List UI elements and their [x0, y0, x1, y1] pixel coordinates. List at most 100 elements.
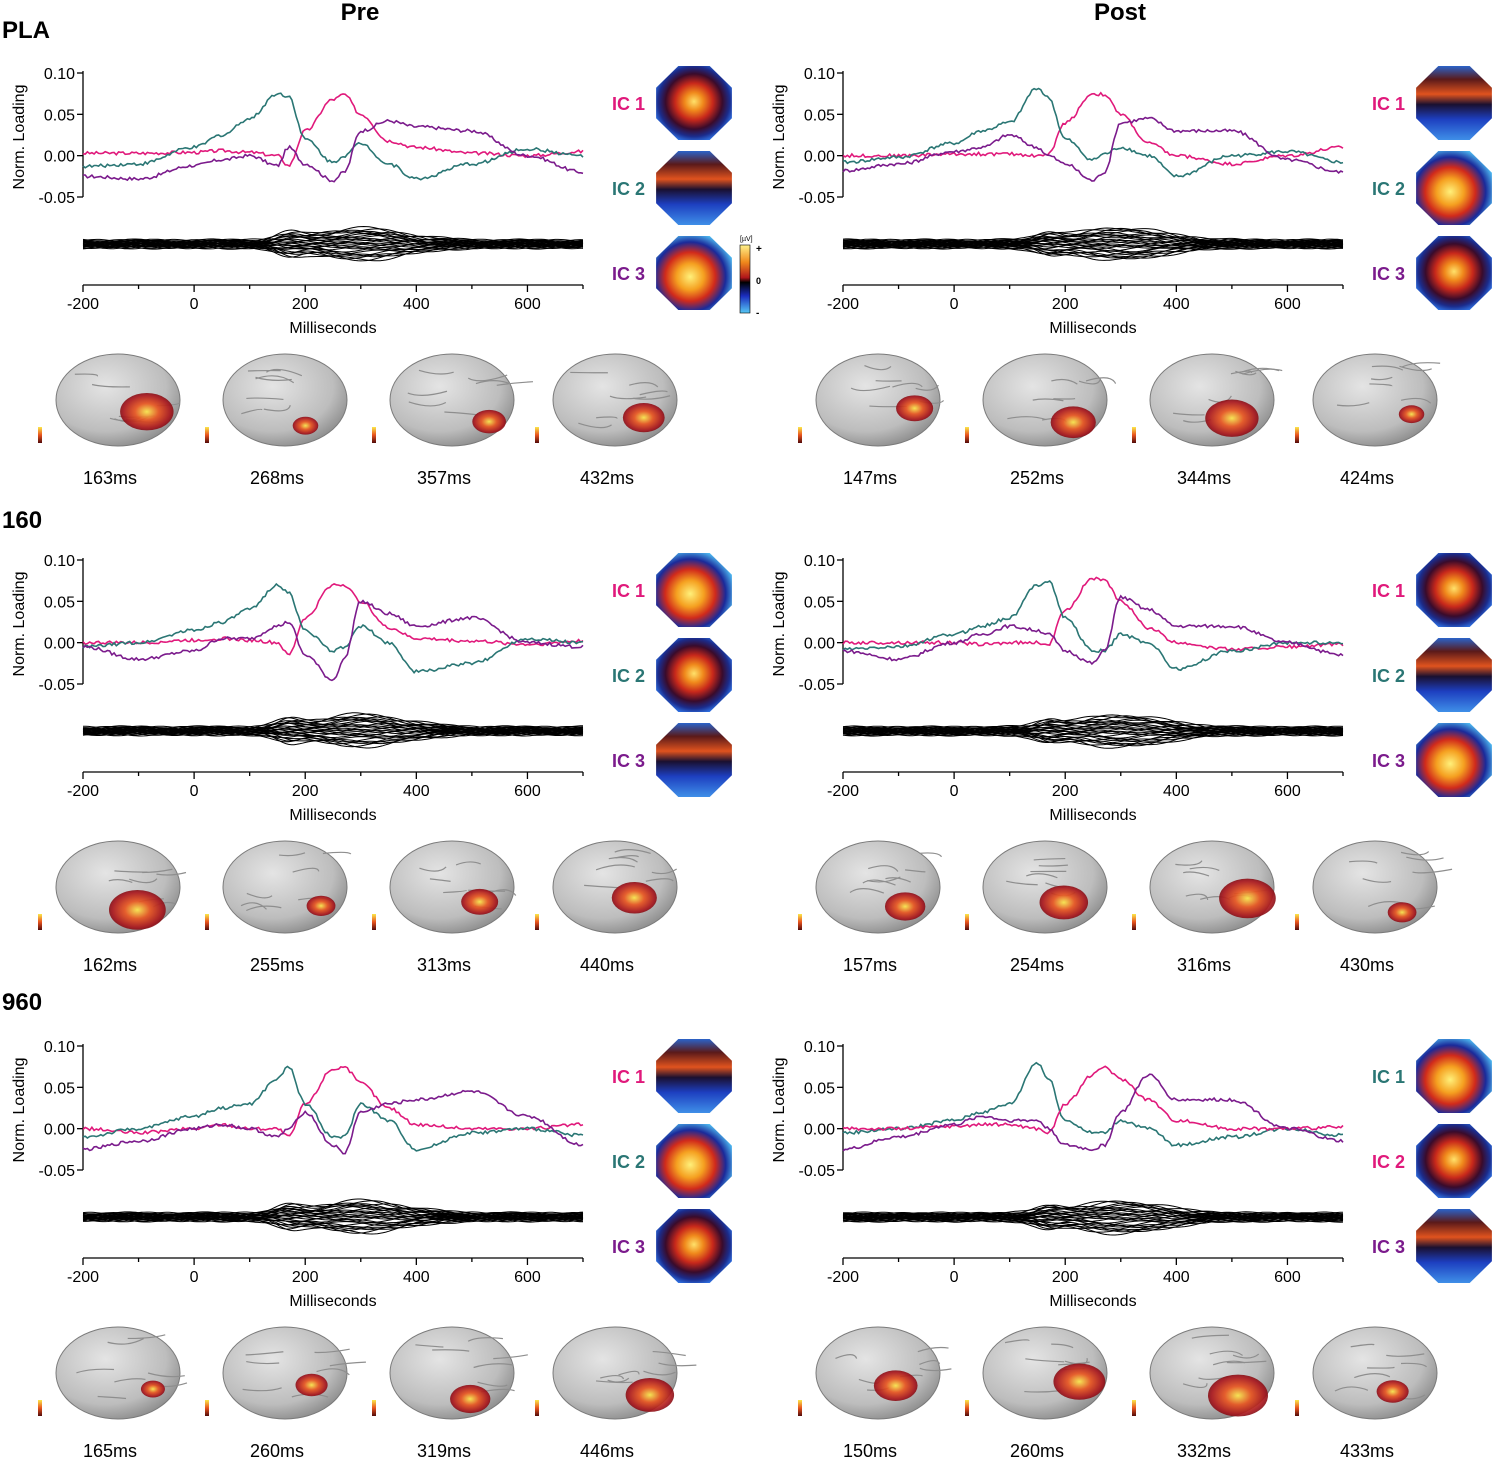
activation-blob [461, 888, 499, 915]
brain-sulcus [905, 869, 926, 873]
ic-label-2: IC 2 [1372, 179, 1405, 199]
activation-blob [1205, 399, 1259, 437]
ic-label-2: IC 2 [1372, 1152, 1405, 1172]
x-axis-label: Milliseconds [289, 1293, 376, 1310]
y-tick-label: 0.00 [44, 149, 75, 166]
series-line-ic2 [82, 92, 584, 181]
ic-label-1: IC 1 [1372, 1067, 1405, 1087]
brain-render-2 [205, 840, 352, 934]
brain-render-1 [38, 1326, 188, 1420]
topomap-ic3 [656, 1209, 732, 1283]
topomap-ic2 [656, 638, 732, 712]
mini-colorbar [1132, 914, 1136, 930]
x-tick-label: -200 [827, 296, 859, 313]
x-tick-label: 200 [292, 1269, 319, 1286]
brain-sulcus [1400, 397, 1432, 404]
brain-time-label-4: 446ms [580, 1441, 634, 1461]
brain-sulcus [596, 416, 618, 419]
x-tick-label: 600 [1274, 1269, 1301, 1286]
brain-sulcus [1242, 368, 1283, 375]
series-line-ic2 [82, 1065, 584, 1152]
series-line-ic1 [842, 1061, 1344, 1148]
ic-label-2: IC 2 [612, 179, 645, 199]
activation-blob [450, 1384, 491, 1414]
brain-sulcus [419, 866, 447, 872]
brain-sulcus [850, 385, 891, 392]
brain-render-3 [372, 1326, 528, 1420]
chart-panel-160-pre: 0.10 0.05 0.00 -0.05 Norm. Loading -200 0 200 40… [11, 553, 732, 975]
topomap-ic1 [1416, 1039, 1492, 1113]
brain-sulcus [864, 365, 892, 371]
y-tick-label: 0.00 [804, 149, 835, 166]
brain-surface [222, 840, 348, 934]
brain-sulcus [651, 868, 678, 875]
brain-time-label-4: 430ms [1340, 955, 1394, 975]
activation-blob [1376, 1380, 1409, 1403]
brain-sulcus [292, 867, 320, 873]
brain-sulcus [1173, 412, 1205, 416]
topomap-ic1 [656, 66, 732, 140]
ic-label-3: IC 3 [612, 264, 645, 284]
mini-colorbar [798, 427, 802, 443]
mini-colorbar [535, 914, 539, 930]
brain-sulcus [1182, 1383, 1208, 1389]
brain-sulcus [652, 1350, 686, 1357]
y-tick-label: 0.05 [804, 1080, 835, 1097]
topomap-ic2 [1416, 1124, 1492, 1198]
activation-blob [625, 1377, 675, 1412]
brain-sulcus [1032, 398, 1064, 402]
brain-sulcus [76, 1368, 115, 1374]
y-tick-label: 0.00 [44, 636, 75, 653]
brain-sulcus [429, 878, 451, 882]
mini-colorbar [372, 427, 376, 443]
brain-time-label-1: 150ms [843, 1441, 897, 1461]
brain-sulcus [1085, 377, 1117, 384]
y-axis-label: Norm. Loading [771, 1058, 788, 1163]
brain-sulcus [1401, 362, 1441, 368]
mini-colorbar [38, 427, 42, 443]
brain-time-label-2: 268ms [250, 468, 304, 488]
brain-sulcus [279, 852, 306, 857]
brain-sulcus [578, 422, 612, 429]
eeg-trace [842, 241, 1344, 250]
ic-label-1: IC 1 [612, 94, 645, 114]
brain-time-label-1: 162ms [83, 955, 137, 975]
brain-sulcus [322, 851, 352, 855]
topomap-ic1 [656, 1039, 732, 1113]
x-axis-label: Milliseconds [289, 320, 376, 337]
eeg-trace [842, 718, 1344, 732]
butterfly-traces [842, 714, 1344, 749]
brain-sulcus [919, 1367, 952, 1372]
activation-blob [140, 1380, 165, 1398]
y-tick-label: 0.05 [44, 1080, 75, 1097]
brain-sulcus [658, 1362, 697, 1367]
brain-render-4 [535, 1326, 697, 1420]
mini-colorbar [1295, 914, 1299, 930]
brain-sulcus [1004, 1339, 1030, 1344]
brain-sulcus [639, 390, 668, 396]
y-tick-label: 0.10 [804, 553, 835, 570]
brain-sulcus [455, 861, 481, 866]
brain-sulcus [1349, 860, 1378, 864]
brain-render-2 [205, 1326, 366, 1420]
chart-panel-960-post: 0.10 0.05 0.00 -0.05 Norm. Loading -200 0 200 40… [771, 1039, 1492, 1461]
group-label-pla: PLA [2, 17, 50, 44]
activation-blob [896, 395, 934, 422]
brain-sulcus [245, 1351, 284, 1356]
topomap-ic1 [1416, 553, 1492, 627]
mini-colorbar [798, 1400, 802, 1416]
brain-sulcus [263, 404, 291, 412]
series-line-ic3 [842, 594, 1344, 666]
y-tick-label: -0.05 [39, 677, 76, 694]
brain-sulcus [919, 852, 943, 858]
x-tick-label: 600 [514, 296, 541, 313]
x-tick-label: 0 [950, 1269, 959, 1286]
brain-surface [815, 1326, 941, 1420]
eeg-trace [82, 230, 584, 245]
activation-blob [109, 890, 166, 930]
activation-blob [1387, 902, 1417, 923]
brain-sulcus [1406, 856, 1444, 861]
brain-sulcus [917, 1346, 949, 1353]
chart-panel-PLA-post: 0.10 0.05 0.00 -0.05 Norm. Loading -200 0 200 40… [771, 66, 1492, 488]
brain-sulcus [600, 1375, 625, 1380]
